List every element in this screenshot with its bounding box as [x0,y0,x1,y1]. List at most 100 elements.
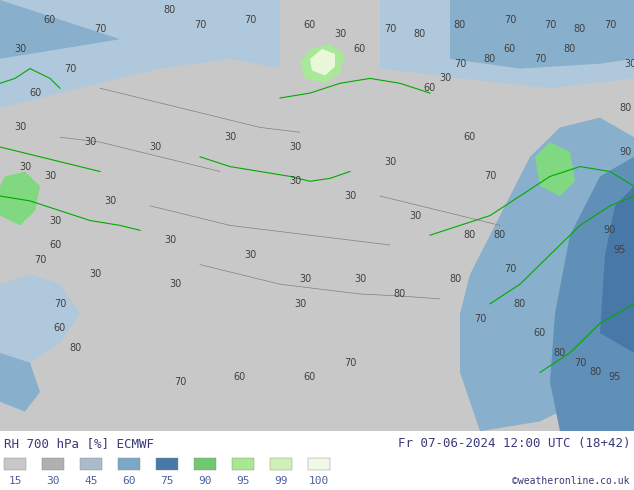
Text: 30: 30 [149,142,161,152]
Polygon shape [300,44,345,83]
Text: 60: 60 [54,323,66,333]
Polygon shape [0,353,40,412]
Text: 70: 70 [474,314,486,323]
Text: 70: 70 [64,64,76,74]
Text: 30: 30 [84,137,96,147]
Text: 95: 95 [236,476,250,486]
Text: 80: 80 [619,103,631,113]
Text: 30: 30 [224,132,236,142]
Text: 70: 70 [544,20,556,29]
Text: 30: 30 [14,122,26,132]
Text: 80: 80 [164,5,176,15]
Text: 30: 30 [49,216,61,225]
Text: 70: 70 [194,20,206,29]
Text: 60: 60 [354,44,366,54]
Bar [118,458,140,470]
Text: 30: 30 [354,274,366,284]
Text: 30: 30 [19,162,31,172]
Polygon shape [0,274,80,363]
Text: 75: 75 [160,476,174,486]
Text: 30: 30 [289,176,301,186]
Text: 90: 90 [604,225,616,235]
Bar [4,458,26,470]
Text: 95: 95 [614,245,626,255]
Bar [270,458,292,470]
Text: 30: 30 [624,59,634,69]
Text: 99: 99 [275,476,288,486]
Text: 70: 70 [244,15,256,24]
Text: 80: 80 [449,274,461,284]
Bar [42,458,64,470]
Text: 15: 15 [8,476,22,486]
Text: 30: 30 [289,142,301,152]
Text: 60: 60 [122,476,136,486]
Text: 60: 60 [304,20,316,29]
Bar [156,458,178,470]
Text: 70: 70 [54,299,66,309]
Text: 70: 70 [454,59,466,69]
Polygon shape [0,172,40,225]
Text: 60: 60 [504,44,516,54]
Text: 70: 70 [574,358,586,368]
Text: ©weatheronline.co.uk: ©weatheronline.co.uk [512,476,630,486]
Polygon shape [460,118,634,431]
Text: 80: 80 [464,230,476,240]
Polygon shape [380,0,634,88]
Polygon shape [0,0,280,108]
Text: 90: 90 [198,476,212,486]
Text: 30: 30 [439,74,451,83]
Text: 30: 30 [44,172,56,181]
Text: 30: 30 [299,274,311,284]
Polygon shape [450,0,634,69]
Bar [194,458,216,470]
Text: 70: 70 [484,172,496,181]
Text: 30: 30 [384,157,396,167]
Text: 60: 60 [424,83,436,93]
Text: 80: 80 [394,289,406,299]
Text: 30: 30 [294,299,306,309]
Text: 60: 60 [44,15,56,24]
Text: 80: 80 [494,230,506,240]
Text: 80: 80 [69,343,81,353]
Polygon shape [600,186,634,353]
Text: 45: 45 [84,476,98,486]
Text: 30: 30 [169,279,181,289]
Bar [232,458,254,470]
Text: 30: 30 [164,235,176,245]
Text: 80: 80 [514,299,526,309]
Text: 70: 70 [604,20,616,29]
Text: 30: 30 [46,476,60,486]
Text: 100: 100 [309,476,329,486]
Text: 70: 70 [94,24,106,34]
Text: 95: 95 [609,372,621,382]
Text: 80: 80 [574,24,586,34]
Text: 70: 70 [384,24,396,34]
Text: 70: 70 [174,377,186,387]
Text: 30: 30 [409,211,421,220]
Text: 30: 30 [244,250,256,260]
Text: 30: 30 [104,196,116,206]
Text: 60: 60 [534,328,546,338]
Text: 30: 30 [89,270,101,279]
Text: Fr 07-06-2024 12:00 UTC (18+42): Fr 07-06-2024 12:00 UTC (18+42) [398,437,630,450]
Text: 60: 60 [464,132,476,142]
Text: 30: 30 [344,191,356,201]
Bar [80,458,102,470]
Text: 70: 70 [34,255,46,265]
Text: 70: 70 [504,15,516,24]
Text: 80: 80 [589,368,601,377]
Text: 80: 80 [414,29,426,39]
Text: 80: 80 [564,44,576,54]
Text: 30: 30 [334,29,346,39]
Text: RH 700 hPa [%] ECMWF: RH 700 hPa [%] ECMWF [4,437,154,450]
Text: 60: 60 [234,372,246,382]
Text: 30: 30 [14,44,26,54]
Polygon shape [550,157,634,431]
Text: 70: 70 [534,54,546,64]
Text: 60: 60 [304,372,316,382]
Polygon shape [0,0,120,59]
Polygon shape [310,49,335,75]
Text: 90: 90 [619,147,631,157]
Polygon shape [535,142,575,196]
Bar [308,458,330,470]
